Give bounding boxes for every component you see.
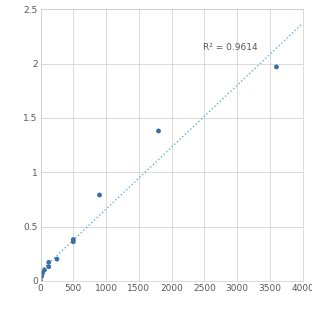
Point (46, 264, 51, 269)
Point (156, 129, 161, 134)
Point (97, 193, 102, 197)
Point (71, 237, 76, 242)
Point (274, 64, 279, 69)
Point (39, 274, 44, 279)
Point (54, 256, 59, 261)
Point (42, 267, 47, 272)
Point (38, 278, 43, 283)
Point (71, 239, 76, 244)
Point (46, 260, 51, 265)
Text: R² = 0.9614: R² = 0.9614 (203, 43, 258, 52)
Point (40, 271, 45, 276)
